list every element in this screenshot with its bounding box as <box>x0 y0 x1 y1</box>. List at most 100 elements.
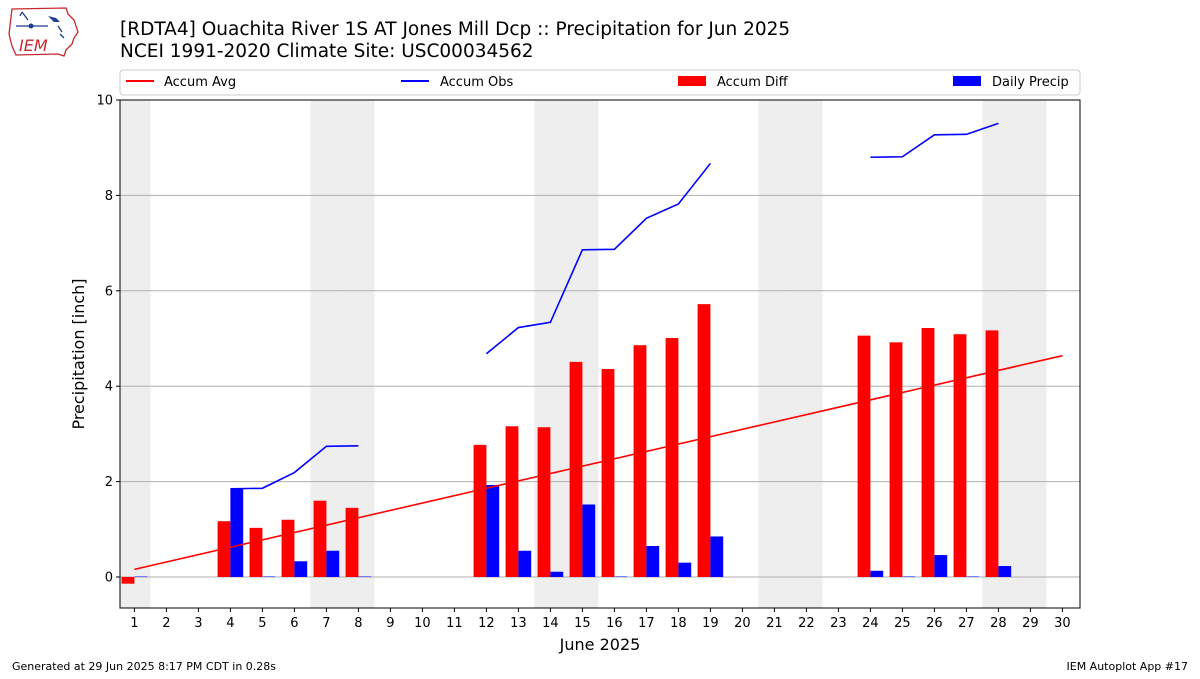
x-tick-label-23: 23 <box>830 616 847 631</box>
logo-text: IEM <box>19 36 48 55</box>
bar-daily-precip-day-24 <box>870 570 884 577</box>
x-tick-label-17: 17 <box>638 616 655 631</box>
line-accum-obs-segment-1 <box>230 445 359 490</box>
y-tick-label-4: 4 <box>105 380 113 395</box>
line-accum-avg <box>134 354 1063 571</box>
bar-daily-precip-day-15 <box>582 504 596 577</box>
bar-accum-diff-day-8 <box>345 507 359 577</box>
x-tick-label-22: 22 <box>798 616 815 631</box>
chart-subtitle: NCEI 1991-2020 Climate Site: USC00034562 <box>120 41 534 62</box>
cloud-icon <box>48 16 60 22</box>
y-tick-label-2: 2 <box>105 475 113 490</box>
line-accum-obs-segment-2 <box>485 162 712 355</box>
x-tick-label-7: 7 <box>322 616 330 631</box>
bar-daily-precip-day-17 <box>646 545 660 577</box>
x-tick-label-13: 13 <box>510 616 527 631</box>
bar-daily-precip-day-14 <box>550 571 564 577</box>
bar-accum-diff-day-12 <box>473 444 487 577</box>
bar-daily-precip-day-8 <box>358 576 372 578</box>
y-tick-label-0: 0 <box>105 570 113 585</box>
x-tick-label-25: 25 <box>894 616 911 631</box>
bar-accum-diff-day-24 <box>857 335 871 577</box>
x-axis-ticks: 1 2 3 4 5 6 7 8 9 10 11 12 13 14 15 16 17 18 19 20 21 22 23 24 2… <box>130 608 1071 631</box>
weekend-shade-day-21 <box>758 100 791 608</box>
x-tick-label-2: 2 <box>162 616 170 631</box>
bar-accum-diff-day-5 <box>249 527 263 577</box>
x-tick-label-3: 3 <box>194 616 202 631</box>
x-tick-label-12: 12 <box>478 616 495 631</box>
y-tick-label-8: 8 <box>105 189 113 204</box>
footer-app: IEM Autoplot App #17 <box>1067 660 1189 673</box>
bar-accum-diff-day-15 <box>569 361 583 577</box>
x-tick-label-20: 20 <box>734 616 751 631</box>
legend-label-accum-avg: Accum Avg <box>164 75 236 90</box>
weekend-shading <box>120 100 1047 608</box>
bar-accum-diff-day-16 <box>601 369 615 577</box>
y-tick-label-10: 10 <box>96 94 113 109</box>
rain-icon <box>57 25 65 39</box>
x-tick-label-4: 4 <box>226 616 234 631</box>
x-tick-label-19: 19 <box>702 616 719 631</box>
legend-swatch-accum-diff <box>678 76 706 86</box>
x-tick-label-16: 16 <box>606 616 623 631</box>
line-accum-obs-segment-3 <box>870 122 999 159</box>
bars <box>121 304 1012 584</box>
x-tick-label-1: 1 <box>130 616 138 631</box>
bar-daily-precip-day-25 <box>902 576 916 578</box>
bar-accum-diff-day-19 <box>697 304 711 577</box>
x-tick-label-11: 11 <box>446 616 463 631</box>
chart-title: [RDTA4] Ouachita River 1S AT Jones Mill … <box>120 19 790 40</box>
y-tick-label-6: 6 <box>105 284 113 299</box>
x-tick-label-14: 14 <box>542 616 559 631</box>
legend-swatch-daily-precip <box>953 76 981 86</box>
bar-accum-diff-day-18 <box>665 338 679 577</box>
weekend-shade-day-22 <box>790 100 823 608</box>
bar-accum-diff-day-7 <box>313 500 327 577</box>
bar-daily-precip-day-26 <box>934 555 948 577</box>
bar-accum-diff-day-13 <box>505 426 519 577</box>
x-tick-label-24: 24 <box>862 616 879 631</box>
bar-daily-precip-day-6 <box>294 561 308 577</box>
bar-accum-diff-day-26 <box>921 328 935 577</box>
x-tick-label-10: 10 <box>414 616 431 631</box>
x-tick-label-18: 18 <box>670 616 687 631</box>
bar-daily-precip-day-4 <box>230 488 244 577</box>
legend-label-accum-diff: Accum Diff <box>717 75 789 90</box>
bar-accum-diff-day-6 <box>281 519 295 577</box>
lines <box>134 122 1063 571</box>
footer-generated: Generated at 29 Jun 2025 8:17 PM CDT in … <box>12 660 276 673</box>
weekend-shade-day-1 <box>120 100 151 608</box>
bar-accum-diff-day-17 <box>633 345 647 577</box>
bar-daily-precip-day-19 <box>710 536 724 577</box>
bar-accum-diff-day-1 <box>121 576 135 584</box>
x-tick-label-26: 26 <box>926 616 943 631</box>
x-tick-label-28: 28 <box>990 616 1007 631</box>
bar-accum-diff-day-25 <box>889 342 903 577</box>
wind-barb-icon <box>19 11 29 21</box>
legend: Accum Avg Accum Obs Accum Diff Daily Pre… <box>119 69 1081 96</box>
bar-daily-precip-day-28 <box>998 566 1012 577</box>
bar-daily-precip-day-13 <box>518 550 532 577</box>
x-tick-label-21: 21 <box>766 616 783 631</box>
bar-daily-precip-day-18 <box>678 562 692 577</box>
bar-daily-precip-day-7 <box>326 550 340 577</box>
bar-daily-precip-day-16 <box>614 576 628 578</box>
x-tick-label-15: 15 <box>574 616 591 631</box>
iem-logo: IEM <box>8 7 79 57</box>
legend-box <box>119 69 1081 96</box>
bar-daily-precip-day-5 <box>262 576 276 578</box>
legend-label-daily-precip: Daily Precip <box>992 75 1069 90</box>
bar-daily-precip-day-27 <box>966 576 980 578</box>
y-axis-ticks: 0 2 4 6 8 10 <box>96 94 120 585</box>
bar-daily-precip-day-1 <box>134 576 148 578</box>
bar-daily-precip-day-12 <box>486 484 500 577</box>
x-tick-label-29: 29 <box>1022 616 1039 631</box>
x-tick-label-30: 30 <box>1054 616 1071 631</box>
bar-accum-diff-day-27 <box>953 334 967 577</box>
iowa-outline-icon <box>8 7 79 57</box>
y-axis-label: Precipitation [inch] <box>69 278 88 429</box>
x-tick-label-6: 6 <box>290 616 298 631</box>
weekend-shade-day-29 <box>1014 100 1047 608</box>
